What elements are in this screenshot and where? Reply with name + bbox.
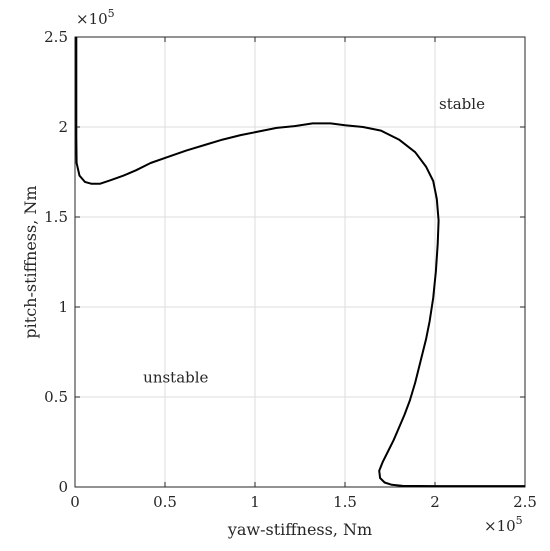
x-tick-label: 0	[70, 493, 80, 511]
y-tick-label: 2.5	[44, 28, 68, 46]
x-tick-label: 2	[430, 493, 440, 511]
annotations: stable unstable	[143, 95, 485, 387]
x-axis-multiplier: ×105	[484, 514, 523, 535]
tick-marks	[74, 36, 526, 488]
y-tick-label: 0	[58, 478, 68, 496]
annotation-stable: stable	[439, 95, 485, 113]
y-tick-label: 1	[58, 298, 68, 316]
y-tick-label: 2	[58, 118, 68, 136]
y-axis-label: pitch-stiffness, Nm	[21, 185, 40, 338]
x-tick-label: 1.5	[333, 493, 357, 511]
y-tick-labels: 0 0.5 1 1.5 2 2.5	[44, 28, 68, 496]
x-tick-label: 0.5	[153, 493, 177, 511]
stability-boundary-line	[75, 37, 525, 488]
y-axis-multiplier: ×105	[76, 7, 115, 28]
x-tick-label: 1	[250, 493, 260, 511]
plot-frame	[74, 36, 526, 488]
x-axis-label: yaw-stiffness, Nm	[227, 520, 372, 539]
x-tick-labels: 0 0.5 1 1.5 2 2.5	[70, 493, 537, 511]
x-tick-label: 2.5	[513, 493, 537, 511]
annotation-unstable: unstable	[143, 369, 208, 387]
y-tick-label: 0.5	[44, 388, 68, 406]
y-tick-label: 1.5	[44, 208, 68, 226]
